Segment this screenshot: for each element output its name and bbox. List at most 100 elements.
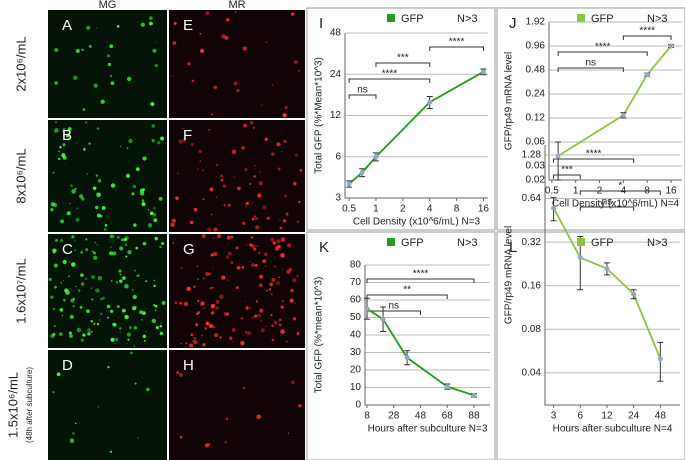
cell <box>127 76 132 82</box>
cell <box>103 227 107 231</box>
cell <box>62 155 67 160</box>
cell <box>196 265 199 268</box>
cell <box>223 204 226 207</box>
cell <box>209 272 212 275</box>
cell <box>109 240 111 242</box>
data-point <box>551 205 557 211</box>
y-tick-label: 24 <box>330 69 342 80</box>
x-tick-label: 48 <box>415 411 427 422</box>
cell <box>202 198 205 201</box>
cell <box>280 237 286 242</box>
axes <box>364 265 490 406</box>
cell <box>287 432 290 435</box>
cell <box>90 287 92 289</box>
cell <box>153 284 156 288</box>
cell <box>286 340 288 343</box>
cell <box>230 235 234 239</box>
cell <box>116 235 120 239</box>
cell <box>281 150 283 153</box>
cell <box>271 278 276 283</box>
cell <box>112 251 117 256</box>
cell <box>79 194 84 199</box>
cell <box>244 167 248 172</box>
cell <box>148 21 153 26</box>
cell <box>120 238 125 242</box>
cell <box>122 276 126 280</box>
cell <box>68 275 70 278</box>
y-tick-label: 0.02 <box>526 175 546 186</box>
row-note: (48h after subculture) <box>25 367 34 443</box>
cell <box>112 323 115 326</box>
cell <box>62 279 65 282</box>
cell <box>179 301 183 305</box>
cell <box>127 250 132 255</box>
cell <box>54 81 58 85</box>
cell <box>160 322 162 324</box>
row-label: 2x10⁶/mL <box>13 36 28 91</box>
cell <box>132 294 137 300</box>
significance-bracket <box>375 62 431 67</box>
cell <box>54 128 59 133</box>
cell <box>69 261 71 263</box>
cell <box>231 327 236 332</box>
legend-label: GFP <box>591 237 614 249</box>
x-tick-label: 3 <box>551 411 557 422</box>
cell <box>124 236 129 241</box>
cell <box>126 332 132 337</box>
cell <box>270 314 273 317</box>
cell <box>97 275 103 281</box>
panel-letter: C <box>62 241 73 258</box>
y-axis-label: GFP/rp49 mRNA level <box>504 226 515 324</box>
significance-label: **** <box>382 69 398 80</box>
x-tick-label: 1 <box>573 186 579 197</box>
cell <box>83 148 86 151</box>
cell <box>281 268 283 270</box>
cell <box>183 301 189 307</box>
legend-note: N>3 <box>457 237 478 249</box>
cell <box>256 414 261 420</box>
significance-bracket <box>557 67 624 72</box>
cell <box>96 192 101 198</box>
cell <box>68 334 73 338</box>
cell <box>244 331 247 334</box>
y-tick-label: 0.04 <box>522 368 542 379</box>
cell <box>143 339 146 342</box>
cell <box>290 288 294 293</box>
cell <box>255 225 260 230</box>
cell <box>260 328 265 333</box>
cell <box>214 333 219 338</box>
cell <box>50 295 54 299</box>
cell <box>107 62 112 67</box>
cell <box>215 300 220 304</box>
cell <box>262 205 267 210</box>
cell <box>71 235 74 238</box>
cell <box>296 274 299 278</box>
cell <box>291 12 295 16</box>
cell <box>282 113 287 118</box>
cell <box>59 146 62 149</box>
cell <box>193 337 197 340</box>
cell <box>75 48 80 53</box>
cell <box>110 74 113 77</box>
cell <box>265 289 268 292</box>
cell <box>227 203 231 207</box>
cell <box>73 75 78 81</box>
cell <box>219 336 222 339</box>
cell <box>133 223 137 227</box>
significance-label: **** <box>449 37 465 48</box>
cell <box>254 168 256 170</box>
cell <box>193 340 198 345</box>
cell <box>154 63 158 68</box>
cell <box>259 274 264 279</box>
cell <box>264 137 268 141</box>
cell <box>252 126 256 129</box>
cell <box>225 312 230 316</box>
data-point <box>404 355 410 361</box>
cell <box>161 300 166 305</box>
cell <box>72 431 75 435</box>
cell <box>77 289 81 292</box>
cell <box>249 182 252 186</box>
y-tick-label: 0.64 <box>522 193 542 204</box>
cell <box>121 308 126 313</box>
cell <box>288 267 292 272</box>
